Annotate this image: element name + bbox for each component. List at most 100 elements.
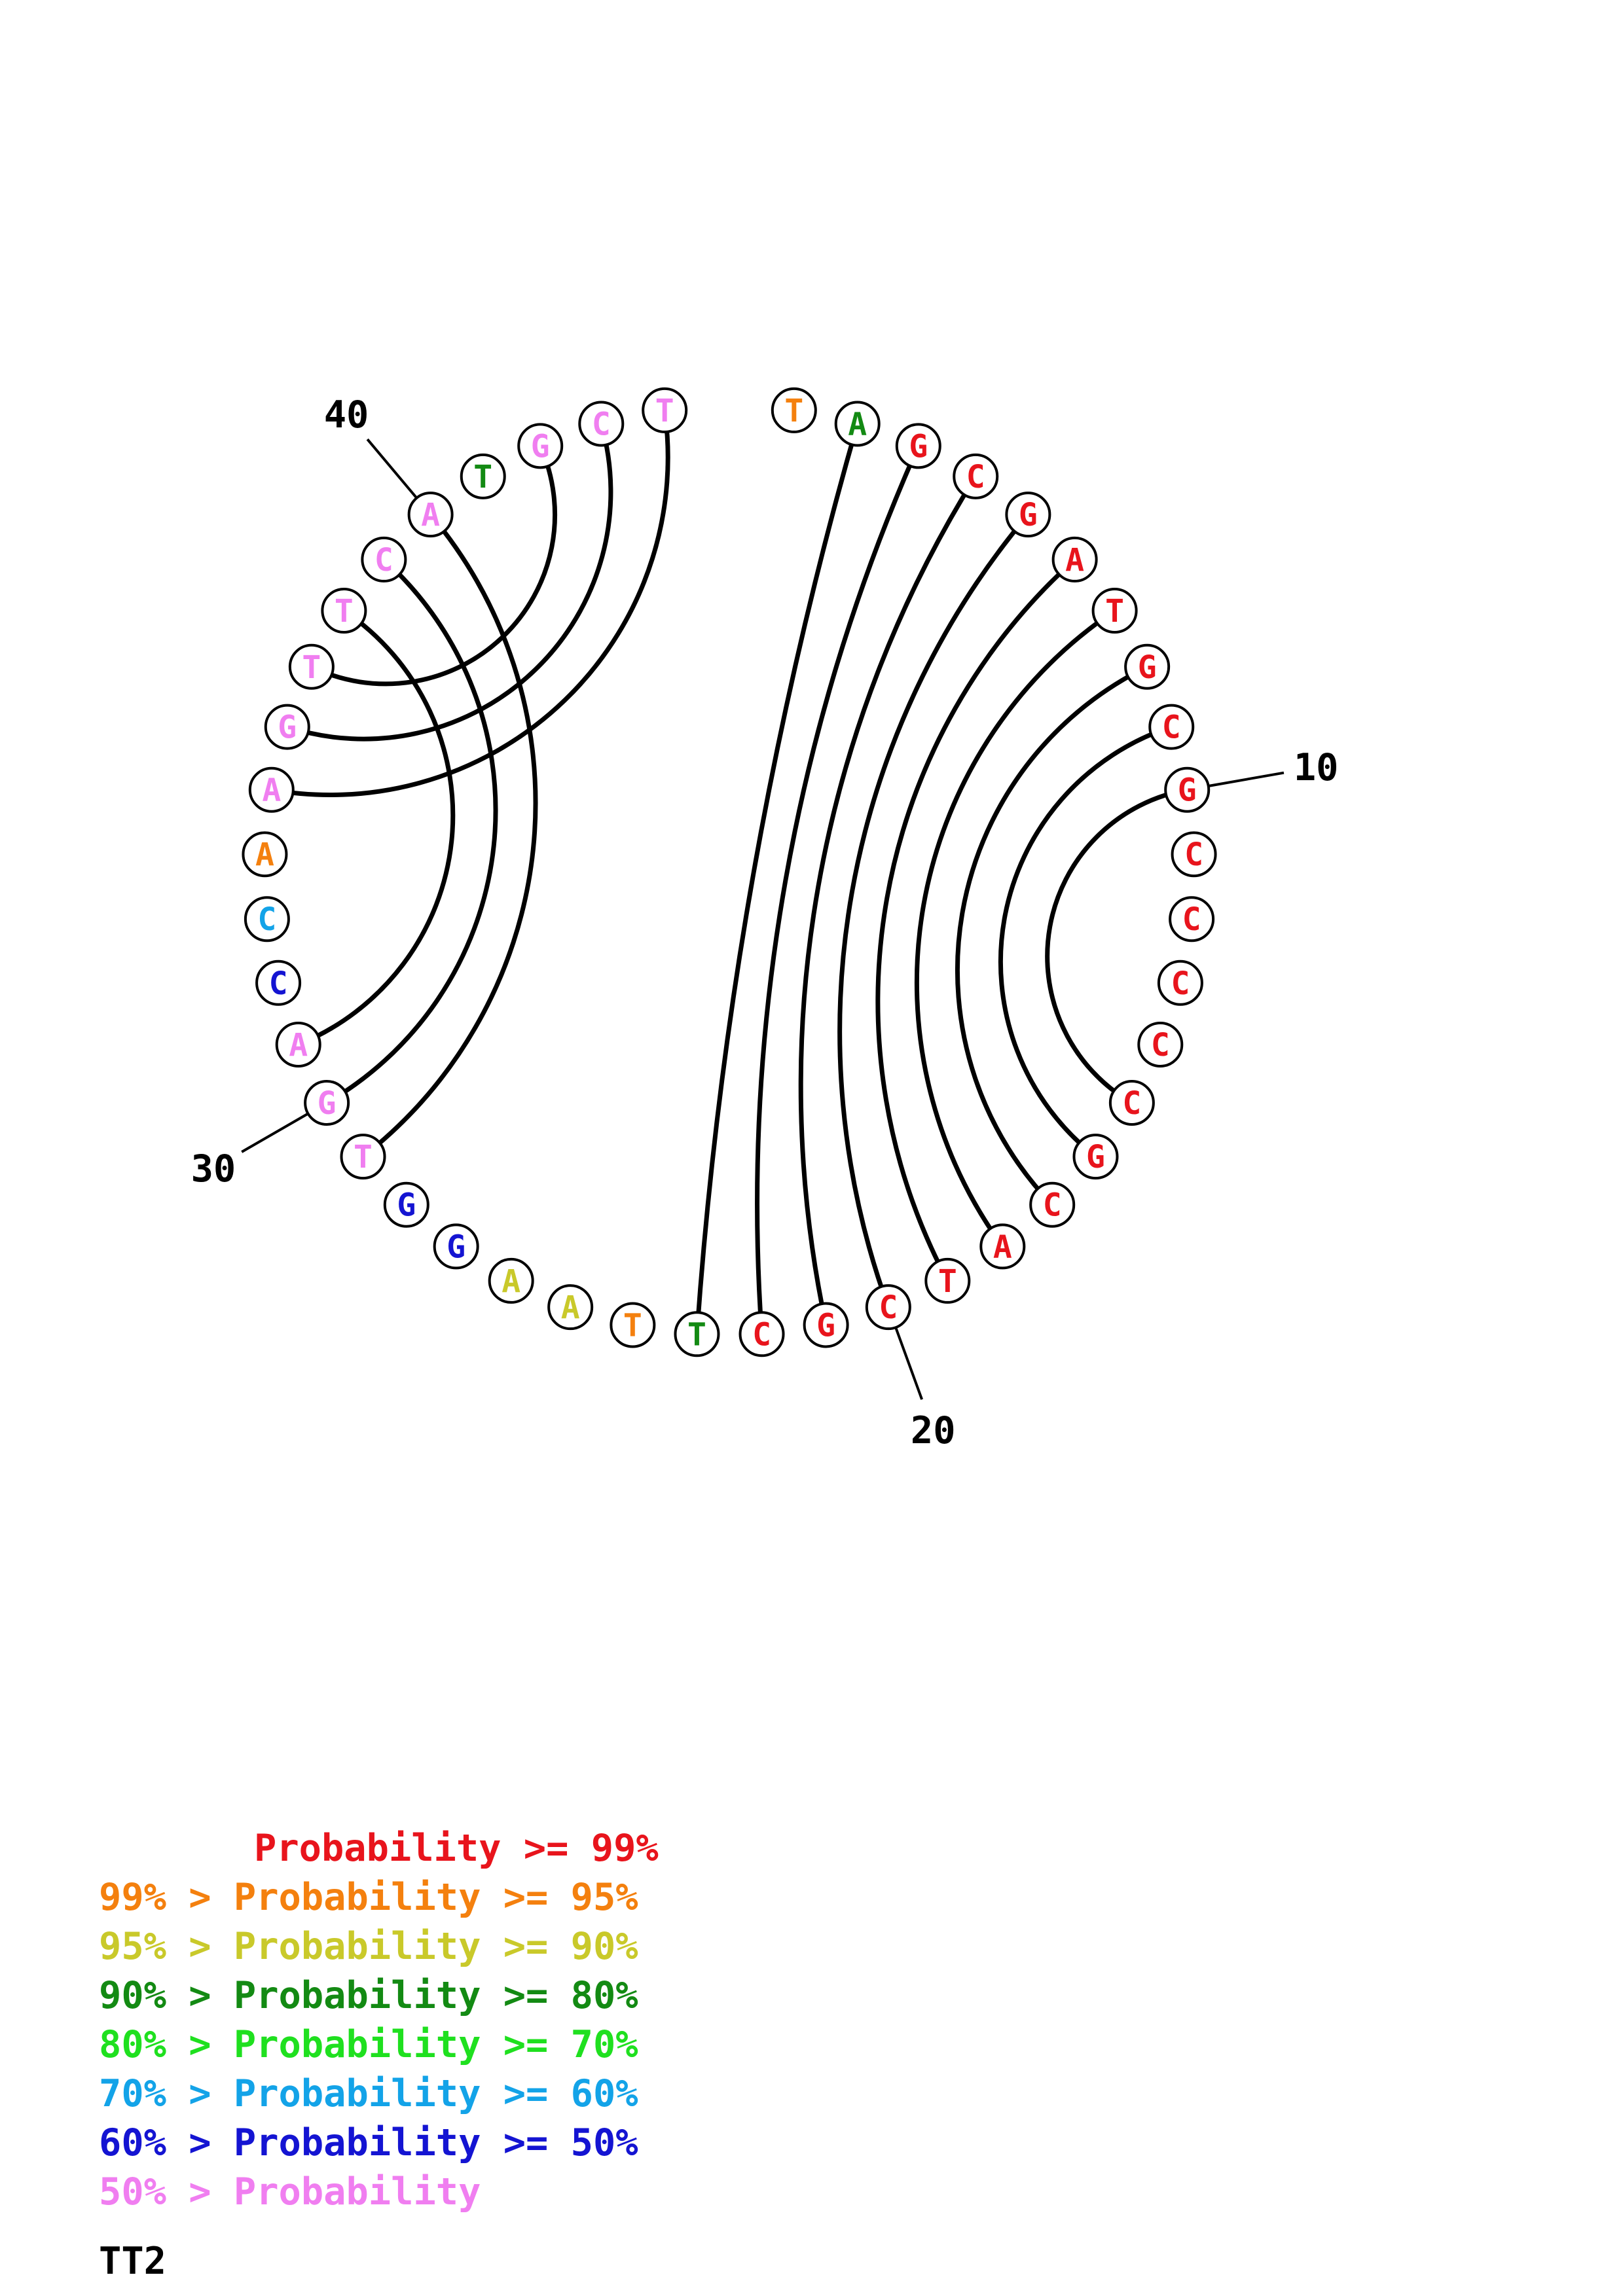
nucleotide: C bbox=[1108, 1080, 1155, 1126]
legend-row: 80% > Probability >= 70% bbox=[99, 2023, 638, 2066]
nucleotide-base: C bbox=[1122, 1085, 1141, 1122]
nucleotide: T bbox=[1091, 587, 1138, 634]
base-pair-arc bbox=[361, 512, 538, 1158]
nucleotide-circle bbox=[1091, 587, 1138, 634]
legend-text: Probability >= 99% bbox=[254, 1827, 659, 1870]
nucleotide-base: A bbox=[1065, 542, 1084, 579]
position-label-line bbox=[366, 438, 419, 501]
legend-row: 90% > Probability >= 80% bbox=[99, 1974, 638, 2017]
legend-text: Probability >= 95% bbox=[234, 1876, 638, 1919]
legend-text: Probability >= 60% bbox=[234, 2072, 638, 2115]
legend-prefix: 99% > bbox=[99, 1876, 234, 1919]
nucleotide-circle bbox=[1148, 704, 1195, 750]
nucleotide: C bbox=[865, 1284, 911, 1331]
nucleotide-base: G bbox=[1086, 1139, 1105, 1175]
nucleotide-base: G bbox=[909, 428, 928, 465]
nucleotide: G bbox=[433, 1223, 479, 1270]
nucleotide-circle bbox=[610, 1302, 656, 1348]
nucleotide-circle bbox=[304, 1080, 350, 1126]
nucleotide-base: G bbox=[816, 1307, 835, 1344]
nucleotide-base: G bbox=[318, 1085, 337, 1122]
base-pair-arc bbox=[914, 609, 1116, 1248]
nucleotide-circle bbox=[488, 1257, 534, 1304]
nucleotide-circle bbox=[1005, 492, 1051, 538]
nucleotide: A bbox=[834, 401, 881, 447]
legend-text: Probability >= 70% bbox=[234, 2023, 638, 2066]
legend-row: 95% > Probability >= 90% bbox=[99, 1925, 638, 1968]
nucleotide-circle bbox=[578, 401, 625, 447]
nucleotide-circle bbox=[517, 423, 564, 469]
nucleotide-base: A bbox=[289, 1027, 308, 1064]
nucleotide-base: A bbox=[993, 1229, 1012, 1265]
legend-prefix: 95% > bbox=[99, 1925, 234, 1968]
nucleotide-base: C bbox=[374, 542, 393, 579]
nucleotide: A bbox=[275, 1021, 321, 1067]
nucleotide-circle bbox=[1051, 536, 1098, 583]
nucleotide-base: C bbox=[257, 901, 276, 938]
nucleotide-base: A bbox=[255, 836, 274, 873]
legend-text: Probability bbox=[234, 2170, 481, 2214]
nucleotide: A bbox=[979, 1223, 1026, 1270]
nucleotide-circle bbox=[1164, 766, 1211, 813]
base-pair-arc bbox=[286, 423, 613, 742]
nucleotide-base: G bbox=[278, 709, 297, 746]
nucleotide-circle bbox=[1124, 643, 1171, 690]
nucleotide: T bbox=[642, 387, 688, 433]
nucleotide-base: G bbox=[397, 1187, 416, 1224]
nucleotide-circle bbox=[264, 704, 310, 750]
legend-row: 60% > Probability >= 50% bbox=[99, 2121, 638, 2164]
nucleotide: A bbox=[242, 831, 288, 878]
nucleotide: C bbox=[1029, 1181, 1076, 1228]
probability-legend: Probability >= 99% 99% > Probability >= 9… bbox=[99, 1827, 659, 2214]
nucleotide: C bbox=[1169, 896, 1215, 942]
legend-prefix: 70% > bbox=[99, 2072, 234, 2115]
nucleotide-base: T bbox=[623, 1307, 642, 1344]
nucleotide: T bbox=[771, 387, 817, 433]
nucleotide-circle bbox=[953, 453, 999, 499]
legend-prefix: 50% > bbox=[99, 2170, 234, 2214]
nucleotide-base: C bbox=[966, 459, 985, 495]
nucleotide-circle bbox=[547, 1284, 594, 1331]
nucleotide: C bbox=[1148, 704, 1195, 750]
nucleotide-circle bbox=[642, 387, 688, 433]
nucleotide: T bbox=[340, 1134, 386, 1180]
nucleotide-base: C bbox=[1151, 1027, 1170, 1064]
nucleotide-base: C bbox=[1162, 709, 1181, 746]
nucleotide-circle bbox=[275, 1021, 321, 1067]
nucleotide: G bbox=[383, 1181, 429, 1228]
nucleotide: T bbox=[288, 643, 335, 690]
nucleotide-circle bbox=[979, 1223, 1026, 1270]
nucleotide-base: A bbox=[501, 1263, 520, 1300]
base-pair-arc bbox=[798, 475, 978, 1326]
nucleotide: G bbox=[304, 1080, 350, 1126]
nucleotide-circle bbox=[433, 1223, 479, 1270]
nucleotide-base: A bbox=[421, 497, 440, 533]
structure-title: TT2 bbox=[99, 2240, 166, 2283]
nucleotide-base: T bbox=[302, 649, 321, 686]
nucleotide-base: T bbox=[473, 459, 492, 495]
position-label: 10 bbox=[1294, 746, 1339, 789]
nucleotide-circle bbox=[407, 492, 454, 538]
base-pair-arc bbox=[837, 512, 1030, 1308]
base-pair-arc bbox=[1045, 787, 1188, 1105]
nucleotide-base: A bbox=[262, 772, 281, 809]
nucleotide: T bbox=[924, 1257, 971, 1304]
base-pair-arcs bbox=[271, 410, 1188, 1335]
nucleotide-base: T bbox=[335, 593, 354, 630]
base-pair-arc bbox=[271, 410, 670, 798]
nucleotide-base: C bbox=[592, 406, 611, 443]
nucleotide: G bbox=[803, 1302, 849, 1348]
nucleotide-circle bbox=[460, 453, 506, 499]
legend-row: Probability >= 99% bbox=[254, 1827, 659, 1870]
nucleotide-circle bbox=[361, 536, 407, 583]
nucleotide: A bbox=[547, 1284, 594, 1331]
legend-row: 50% > Probability bbox=[99, 2170, 481, 2214]
nucleotide-circle bbox=[1137, 1021, 1184, 1067]
legend-prefix: 90% > bbox=[99, 1974, 234, 2017]
nucleotide: C bbox=[1137, 1021, 1184, 1067]
nucleotide-circle bbox=[244, 896, 290, 942]
nucleotide: A bbox=[248, 766, 295, 813]
nucleotide: C bbox=[255, 960, 302, 1006]
nucleotide-circle bbox=[771, 387, 817, 433]
nucleotide-circle bbox=[674, 1311, 720, 1357]
